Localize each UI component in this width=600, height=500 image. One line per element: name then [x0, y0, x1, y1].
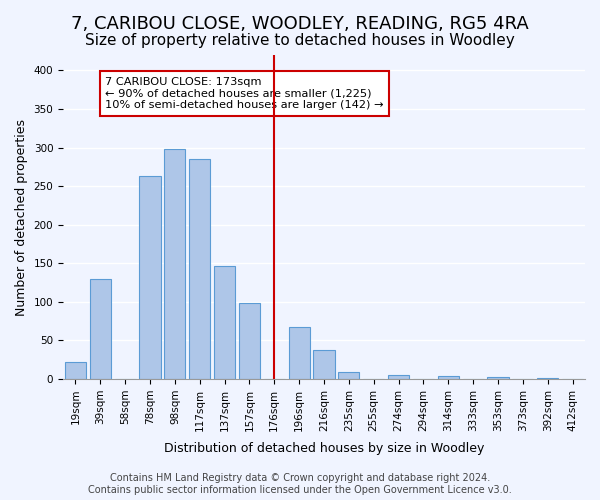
Bar [90, 278, 111, 379]
Bar [537, 378, 558, 379]
Text: Contains HM Land Registry data © Crown copyright and database right 2024.
Contai: Contains HM Land Registry data © Crown c… [88, 474, 512, 495]
Bar [139, 176, 161, 379]
Bar [214, 266, 235, 379]
Text: Size of property relative to detached houses in Woodley: Size of property relative to detached ho… [85, 32, 515, 48]
Bar [239, 302, 260, 379]
Bar [65, 362, 86, 379]
Text: 7, CARIBOU CLOSE, WOODLEY, READING, RG5 4RA: 7, CARIBOU CLOSE, WOODLEY, READING, RG5 … [71, 15, 529, 33]
Bar [164, 149, 185, 379]
Y-axis label: Number of detached properties: Number of detached properties [15, 118, 28, 316]
Bar [313, 350, 335, 379]
Bar [388, 375, 409, 379]
Bar [338, 372, 359, 379]
Bar [487, 378, 509, 379]
Bar [438, 376, 459, 379]
Bar [289, 326, 310, 379]
X-axis label: Distribution of detached houses by size in Woodley: Distribution of detached houses by size … [164, 442, 484, 455]
Text: 7 CARIBOU CLOSE: 173sqm
← 90% of detached houses are smaller (1,225)
10% of semi: 7 CARIBOU CLOSE: 173sqm ← 90% of detache… [105, 77, 384, 110]
Bar [189, 159, 210, 379]
